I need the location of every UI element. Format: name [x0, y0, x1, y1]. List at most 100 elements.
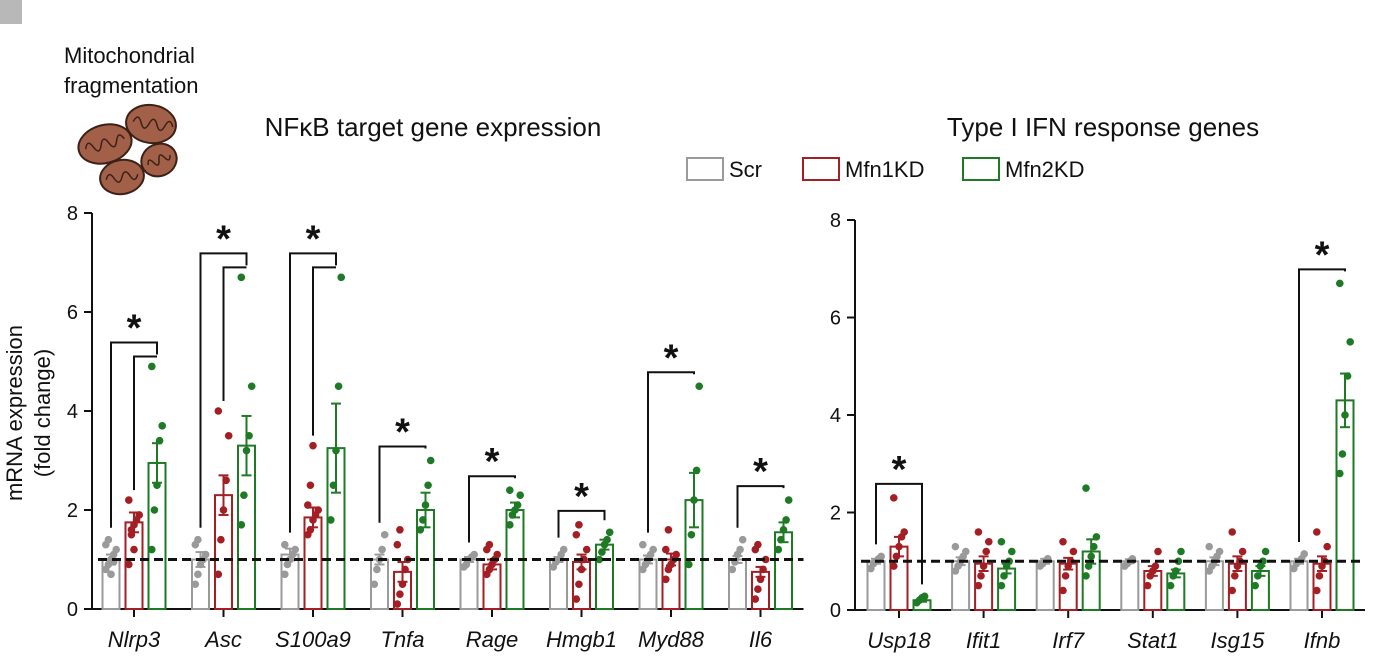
data-point [245, 431, 253, 440]
data-point [219, 506, 228, 514]
data-point [314, 506, 323, 514]
data-point [997, 581, 1006, 590]
data-point [125, 496, 133, 504]
gene-label: Usp18 [867, 628, 931, 653]
data-point [1251, 581, 1259, 590]
data-point [419, 516, 427, 524]
data-point [1059, 586, 1067, 595]
panel-nfkb: 0 2 4 6 8 Nlrp3 Asc S100a9 Tnfa Rage Hmgb1 Myd88 Il6… [67, 203, 804, 652]
data-point [155, 436, 164, 445]
data-point [393, 600, 402, 608]
legend-swatch-mfn2kd [962, 157, 1000, 181]
data-point [424, 481, 432, 490]
data-point [662, 575, 670, 584]
data-point [736, 545, 744, 554]
gene-label: Ifnb [1304, 628, 1341, 653]
mitochondria-icon [77, 103, 178, 196]
data-point [892, 552, 901, 561]
y-tick-label: 6 [830, 308, 841, 330]
gene-label: Nlrp3 [108, 627, 161, 652]
y-tick-label: 0 [67, 599, 78, 621]
data-point [309, 441, 317, 450]
gene-label: Ifit1 [966, 628, 1001, 653]
data-point [1254, 572, 1262, 580]
data-point [1228, 528, 1236, 536]
y-tick-label: 2 [67, 500, 78, 522]
data-point [401, 565, 409, 574]
data-point [135, 511, 143, 519]
data-point [337, 273, 346, 282]
data-point [306, 481, 315, 490]
legend-swatch-mfn1kd [802, 157, 840, 181]
y-tick-label: 8 [830, 210, 841, 232]
data-point [575, 580, 583, 589]
data-point [761, 555, 770, 564]
data-point [664, 526, 673, 534]
legend: Scr Mfn1KD Mfn2KD [686, 157, 1084, 182]
data-point [1069, 547, 1078, 556]
significance-bracket [875, 482, 923, 585]
data-point [470, 550, 479, 559]
data-point [485, 540, 494, 549]
significance-star: * [127, 307, 142, 349]
data-point [774, 545, 783, 554]
legend-label-mfn2kd: Mfn2KD [1005, 157, 1084, 182]
data-point [779, 526, 788, 534]
data-point [506, 521, 514, 529]
data-point [1323, 542, 1331, 551]
data-point [393, 540, 402, 549]
data-point [754, 540, 762, 549]
gene-label: Rage [466, 627, 519, 652]
data-point [690, 496, 698, 504]
mito-label-line2: fragmentation [64, 73, 199, 98]
data-point [685, 560, 693, 569]
data-point [974, 528, 983, 536]
y-tick-label: 0 [830, 600, 841, 622]
bar [774, 531, 793, 611]
data-point [148, 545, 156, 554]
data-point [247, 382, 256, 391]
gene-label: Stat1 [1127, 628, 1178, 653]
data-point [1090, 542, 1098, 551]
data-point [1346, 338, 1354, 346]
data-point [595, 555, 604, 564]
data-point [1092, 533, 1101, 541]
significance-star: * [485, 441, 500, 483]
data-point [334, 382, 343, 391]
significance-bracket [647, 371, 695, 533]
data-point [1343, 372, 1352, 380]
data-point [974, 581, 983, 590]
significance-bracket [557, 509, 606, 538]
data-point [1313, 586, 1321, 595]
y-tick-label: 8 [67, 203, 78, 225]
data-point [153, 481, 161, 490]
significance-star: * [395, 412, 410, 454]
data-point [1059, 537, 1067, 546]
data-point [1008, 547, 1016, 556]
data-point [580, 555, 588, 564]
data-point [1261, 547, 1270, 556]
data-point [104, 535, 113, 544]
data-point [977, 572, 985, 580]
data-point [1067, 557, 1075, 566]
data-point [224, 431, 233, 440]
y-tick-label: 2 [830, 503, 841, 525]
legend-swatch-scr [686, 157, 724, 181]
significance-star: * [216, 218, 231, 260]
gene-label: Isg15 [1210, 628, 1265, 653]
significance-bracket-inner [222, 266, 247, 401]
data-point [982, 547, 990, 556]
gene-label: Irf7 [1052, 628, 1085, 653]
data-point [332, 446, 340, 455]
data-point [1341, 411, 1349, 419]
data-point [1082, 572, 1090, 580]
data-point [951, 542, 960, 551]
data-point [751, 595, 760, 603]
data-point [222, 476, 230, 485]
data-point [421, 501, 430, 509]
data-point [201, 550, 210, 559]
data-point [890, 494, 898, 502]
data-point [107, 570, 115, 579]
data-point [493, 550, 502, 559]
data-point [304, 501, 312, 509]
